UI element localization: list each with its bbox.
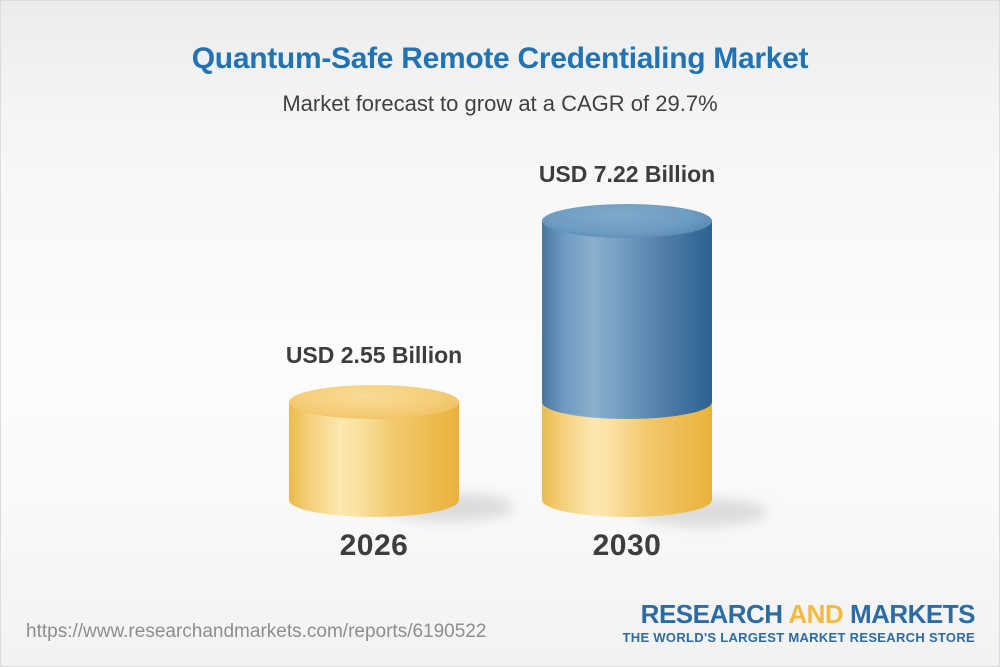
report-url: https://www.researchandmarkets.com/repor…: [26, 621, 487, 642]
research-and-markets-logo: RESEARCH AND MARKETS THE WORLD'S LARGEST…: [622, 599, 976, 645]
bar-2030: USD 7.22 Billion 2030: [539, 1, 767, 601]
logo-tagline: THE WORLD'S LARGEST MARKET RESEARCH STOR…: [622, 630, 975, 645]
x-axis-label-2030: 2030: [592, 529, 662, 562]
bar-2030-base-segment: [542, 402, 712, 517]
bar-2026-base-segment: [289, 402, 459, 517]
logo-word-and: AND: [788, 599, 844, 629]
bar-2026-value-label: USD 2.55 Billion: [285, 342, 463, 369]
logo-word-markets: MARKETS: [849, 599, 976, 629]
bar-2030-growth-segment: [542, 221, 712, 420]
page-title: Quantum-Safe Remote Credentialing Market: [191, 42, 809, 75]
page-subtitle: Market forecast to grow at a CAGR of 29.…: [282, 91, 718, 116]
bar-2030-value-label: USD 7.22 Billion: [538, 161, 716, 187]
bar-2030-top-cap: [542, 204, 712, 238]
bar-2026: USD 2.55 Billion 2026: [286, 1, 514, 601]
logo-wordmark: RESEARCH AND MARKETS: [623, 599, 976, 629]
x-axis-label-2026: 2026: [339, 529, 409, 562]
logo-word-research: RESEARCH: [640, 599, 783, 629]
bar-2026-top-cap: [289, 385, 459, 420]
